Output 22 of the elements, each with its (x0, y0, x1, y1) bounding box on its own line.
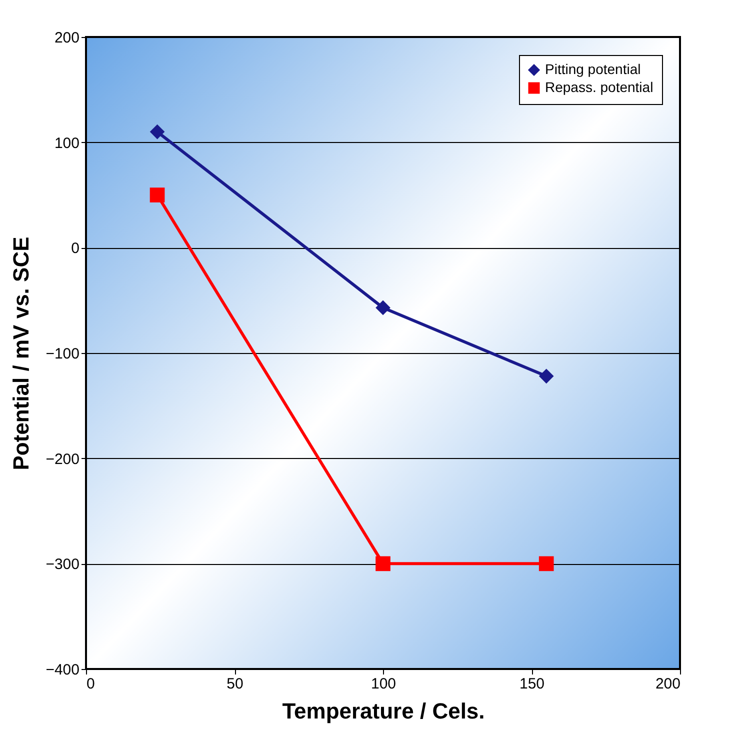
legend-label: Repass. potential (545, 79, 654, 95)
point (150, 188, 165, 202)
y-tick-label: 100 (54, 134, 80, 152)
x-tick-label: 150 (519, 676, 545, 692)
x-tick-label: 200 (655, 676, 680, 692)
y-tick-label: −300 (46, 556, 80, 574)
y-tick-label: −400 (46, 662, 80, 678)
point (538, 368, 554, 384)
point (538, 556, 554, 572)
y-tick-label: 200 (54, 30, 80, 46)
y-tick-label: −200 (46, 450, 80, 468)
point (150, 124, 165, 140)
point (376, 556, 390, 572)
x-tick-label: 50 (226, 676, 244, 692)
y-axis-title: Potential / mV vs. SCE (8, 236, 34, 470)
x-axis-title: Temperature / Cels. (282, 698, 485, 724)
y-tick-label: 0 (71, 240, 80, 258)
x-tick-label: 0 (86, 676, 95, 692)
legend-label: Pitting potential (545, 61, 641, 77)
point (376, 300, 390, 316)
x-tick-label: 100 (370, 676, 396, 692)
y-tick-label: −100 (46, 346, 80, 362)
